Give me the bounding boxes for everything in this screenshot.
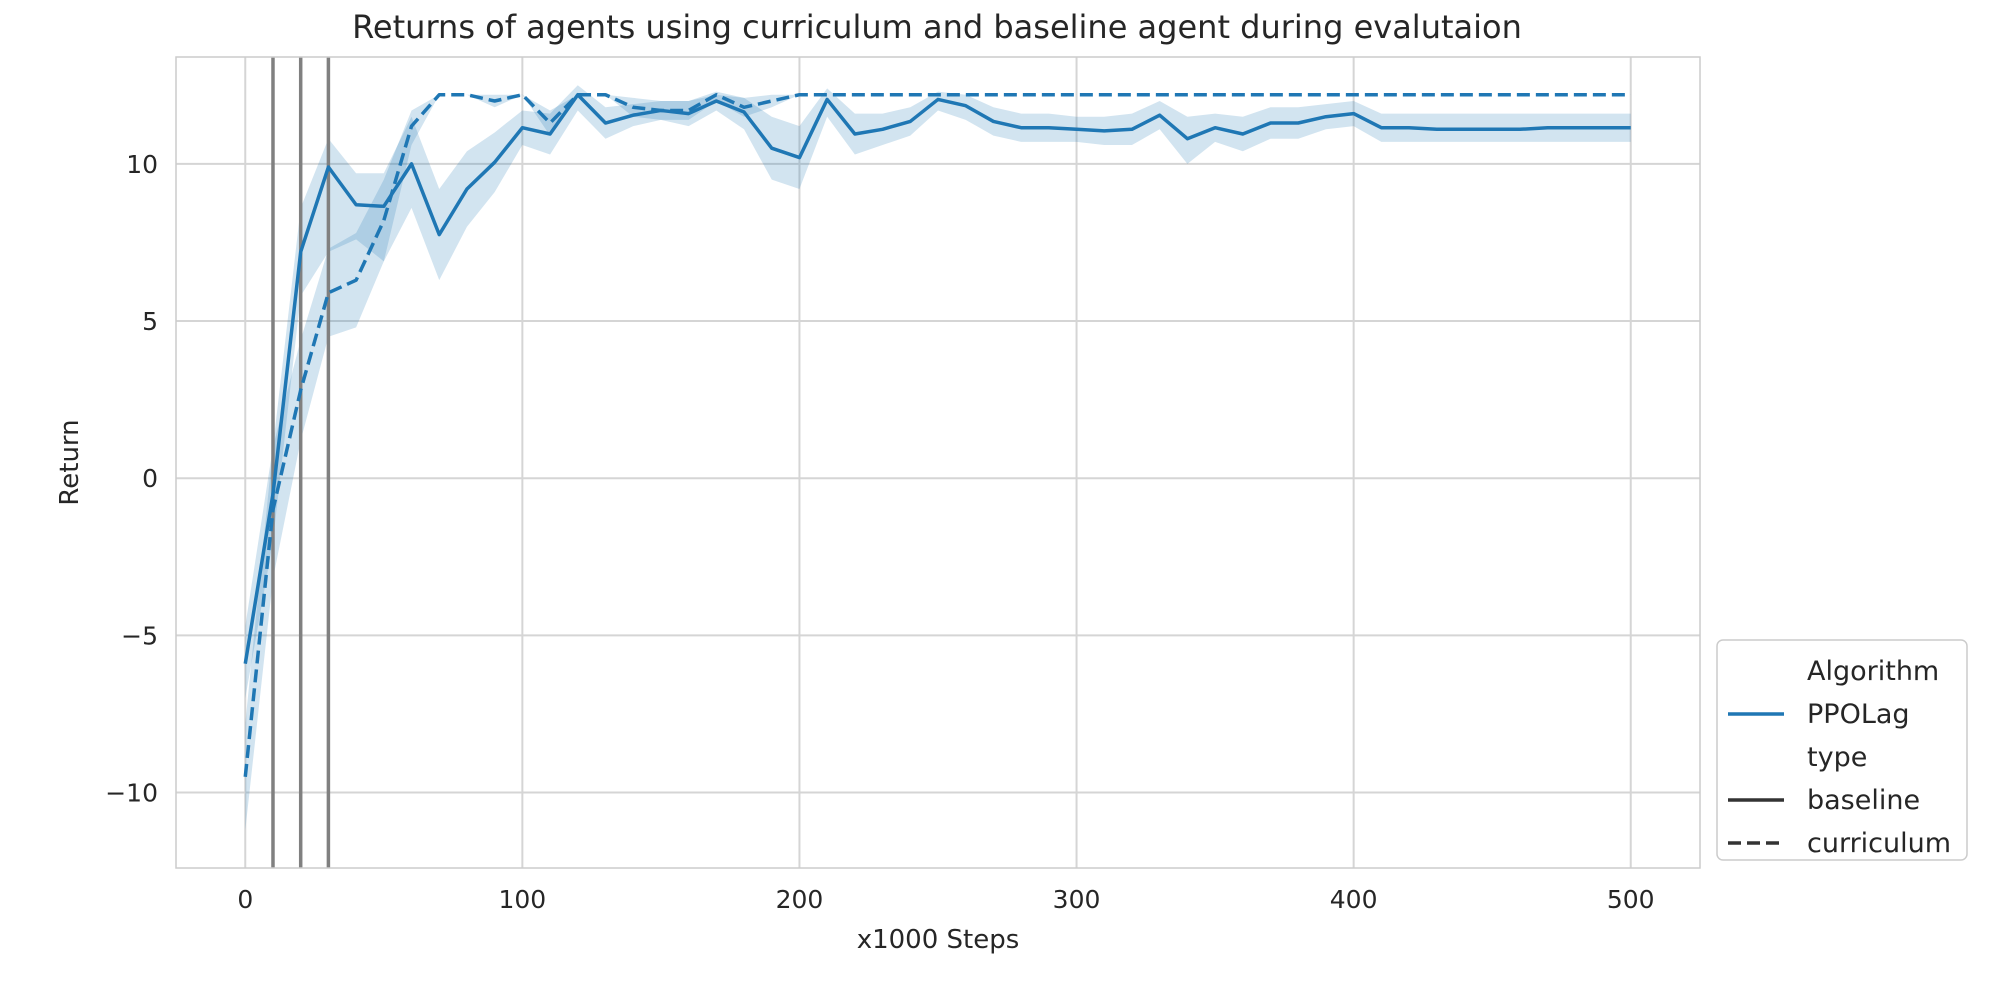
x-tick-label: 500 — [1607, 885, 1655, 914]
y-tick-label: −10 — [105, 779, 158, 808]
legend-curriculum-label: curriculum — [1807, 828, 1951, 859]
y-axis-label: Return — [55, 419, 85, 505]
chart-title: Returns of agents using curriculum and b… — [352, 8, 1522, 46]
legend: Algorithm PPOLag type baseline curriculum — [1716, 639, 1968, 861]
plot-frame — [175, 56, 1701, 869]
y-tick-label: −5 — [121, 621, 158, 650]
x-tick-label: 200 — [776, 885, 824, 914]
legend-type-label: type — [1807, 742, 1867, 773]
y-tick-label: 5 — [142, 307, 158, 336]
legend-PPOLag-label: PPOLag — [1807, 699, 1910, 730]
x-tick-label: 0 — [237, 885, 253, 914]
x-tick-label: 400 — [1330, 885, 1378, 914]
x-axis-label: x1000 Steps — [857, 925, 1020, 955]
x-tick-label: 100 — [499, 885, 547, 914]
y-tick-label: 0 — [142, 464, 158, 493]
x-tick-label: 300 — [1053, 885, 1101, 914]
legend-baseline-label: baseline — [1807, 785, 1920, 816]
legend-box — [1716, 639, 1968, 861]
legend-Algorithm-label: Algorithm — [1807, 656, 1939, 687]
y-tick-label: 10 — [126, 150, 158, 179]
